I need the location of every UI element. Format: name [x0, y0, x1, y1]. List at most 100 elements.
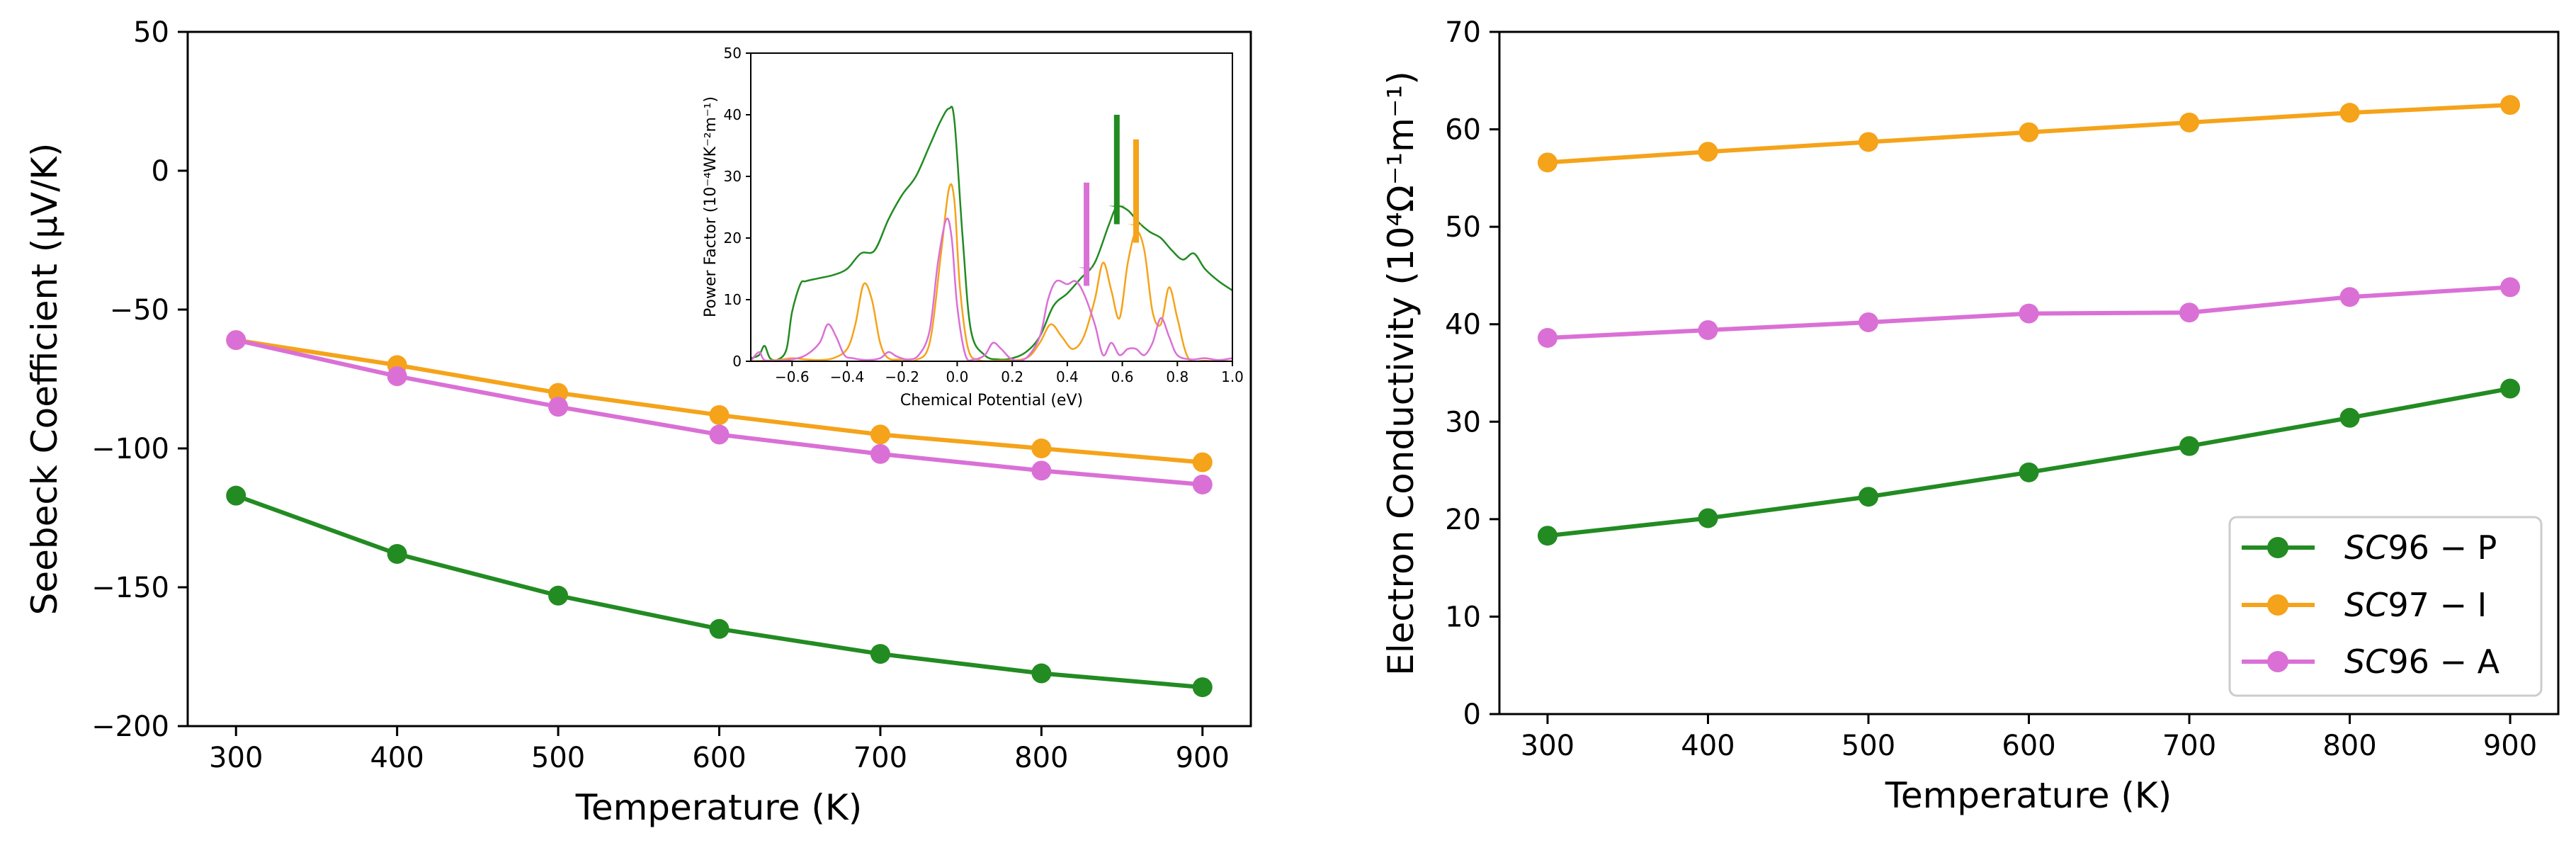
y-tick-label: −200: [91, 711, 169, 743]
legend-entry-sc96-a: SC96 − A: [2242, 643, 2500, 681]
data-point-sc96-a: [1031, 460, 1052, 481]
x-tick-label: −0.6: [775, 368, 810, 385]
x-tick-label: 0.4: [1056, 368, 1079, 385]
data-point-sc97-i: [2019, 122, 2039, 142]
data-point-sc96-a: [387, 366, 407, 387]
data-point-sc97-i: [1031, 439, 1052, 458]
inset-background: [751, 53, 1232, 361]
data-point-sc96-a: [226, 330, 246, 351]
data-point-sc96-p: [2019, 462, 2039, 482]
annotation-arrow-head: [1128, 224, 1145, 226]
x-tick-label: 500: [531, 742, 585, 774]
data-point-sc96-p: [1537, 526, 1557, 546]
x-tick-label: 0.6: [1111, 368, 1134, 385]
x-tick-label: 0.8: [1166, 368, 1188, 385]
data-point-sc97-i: [2500, 95, 2521, 115]
x-tick-label: 400: [370, 742, 424, 774]
data-point-sc96-p: [2500, 378, 2521, 399]
data-point-sc96-a: [870, 443, 890, 464]
data-point-sc96-p: [709, 618, 730, 639]
data-point-sc96-p: [1031, 663, 1052, 684]
legend-label-sc96-a: SC96 − A: [2344, 643, 2500, 681]
y-tick-label: 0: [1463, 698, 1481, 731]
x-tick-label: 300: [1521, 730, 1574, 762]
data-point-sc97-i: [709, 404, 730, 425]
x-tick-label: 1.0: [1221, 368, 1244, 385]
data-point-sc97-i: [1192, 452, 1213, 473]
x-tick-label: 500: [1842, 730, 1895, 762]
series-line-sc96-p: [1547, 386, 2511, 538]
y-tick-label: 50: [724, 45, 742, 62]
data-point-sc96-a: [2179, 302, 2200, 323]
y-tick-label: 10: [724, 291, 742, 308]
data-point-sc96-a: [548, 397, 569, 417]
data-point-sc96-p: [2339, 407, 2360, 428]
x-tick-label: 700: [2162, 730, 2216, 762]
inset-x-axis-label: Chemical Potential (eV): [900, 392, 1083, 409]
seebeck-x-axis-label: Temperature (K): [575, 787, 862, 828]
x-tick-label: 300: [209, 742, 263, 774]
annotation-arrow: [1128, 139, 1145, 243]
conductivity-axes-frame: [1498, 30, 2560, 715]
y-tick-label: 60: [1445, 114, 1481, 147]
data-point-sc97-i: [1698, 142, 1718, 162]
data-point-sc96-p: [1858, 487, 1878, 507]
data-point-sc96-p: [1698, 508, 1718, 528]
legend-entry-sc96-p: SC96 − P: [2242, 528, 2497, 567]
data-point-sc96-p: [387, 543, 407, 564]
x-tick-label: 0.2: [1001, 368, 1023, 385]
data-point-sc96-a: [2019, 303, 2039, 324]
y-tick-label: 10: [1445, 601, 1481, 633]
data-point-sc96-a: [1192, 474, 1213, 494]
x-tick-label: 400: [1681, 730, 1735, 762]
legend-label-sc97-i: SC97 − I: [2344, 586, 2487, 624]
power-factor-inset: −0.6 −0.4 −0.2 0.0 0.2 0.4 0.6 0.8 1.0 0 10 20 30 40 5…: [702, 45, 1244, 409]
inset-plot-area: −0.6 −0.4 −0.2 0.0 0.2 0.4 0.6 0.8 1.0 0 10 20 30 40 5…: [724, 45, 1244, 385]
legend-frame: [2228, 516, 2543, 697]
y-tick-label: 40: [1445, 309, 1481, 341]
data-point-sc96-a: [2500, 277, 2521, 298]
conductivity-y-axis-label: Electron Conductivity (10⁴Ω⁻¹m⁻¹): [1380, 71, 1422, 676]
seebeck-panel: 300 400 500 600 700 800 900500−50−100−150−200 …: [24, 16, 1252, 828]
data-point-sc96-a: [709, 424, 730, 445]
x-tick-label: 900: [1176, 742, 1230, 774]
legend-entry-sc97-i: SC97 − I: [2242, 586, 2487, 624]
inset-axes-frame: [750, 52, 1233, 362]
series-line-sc96-p: [235, 493, 1203, 690]
legend-marker-sc96-p: [2267, 537, 2288, 558]
annotation-arrow-head: [1108, 205, 1125, 208]
y-tick-label: 50: [133, 16, 169, 49]
legend: SC96 − P SC97 − I SC96 − A: [2228, 516, 2543, 697]
x-tick-label: −0.4: [830, 368, 865, 385]
y-tick-label: 30: [724, 168, 742, 185]
annotation-arrow: [1108, 115, 1125, 225]
inset-series-line-sc96-a: [751, 217, 1232, 361]
data-point-sc96-p: [1192, 677, 1213, 698]
data-point-sc97-i: [2339, 103, 2360, 123]
y-tick-label: 0: [732, 353, 742, 370]
conductivity-panel: 300 400 500 600 700 800 900 0 10 20 30 40 50 60 70 Tem…: [1380, 16, 2560, 816]
annotation-arrow: [1078, 182, 1096, 286]
data-point-sc96-p: [548, 585, 569, 606]
x-tick-label: 800: [2322, 730, 2376, 762]
x-tick-label: 0.0: [946, 368, 969, 385]
y-tick-label: 50: [1445, 211, 1481, 244]
y-tick-label: −50: [110, 294, 169, 327]
x-tick-label: 600: [2002, 730, 2055, 762]
data-point-sc97-i: [548, 383, 569, 403]
conductivity-x-axis-label: Temperature (K): [1885, 775, 2172, 816]
inset-y-axis-label: Power Factor (10⁻⁴WK⁻²m⁻¹): [702, 96, 720, 317]
y-tick-label: −150: [91, 572, 169, 604]
y-tick-label: 70: [1445, 16, 1481, 49]
data-point-sc96-a: [2339, 287, 2360, 307]
seebeck-y-axis-label: Seebeck Coefficient (μV/K): [24, 143, 65, 616]
x-tick-label: 900: [2483, 730, 2537, 762]
x-tick-label: 700: [853, 742, 907, 774]
x-tick-label: 600: [692, 742, 746, 774]
data-point-sc96-p: [226, 485, 246, 506]
legend-marker-sc96-a: [2267, 651, 2288, 672]
inset-series-line-sc96-p: [751, 106, 1232, 361]
data-point-sc96-a: [1698, 319, 1718, 340]
